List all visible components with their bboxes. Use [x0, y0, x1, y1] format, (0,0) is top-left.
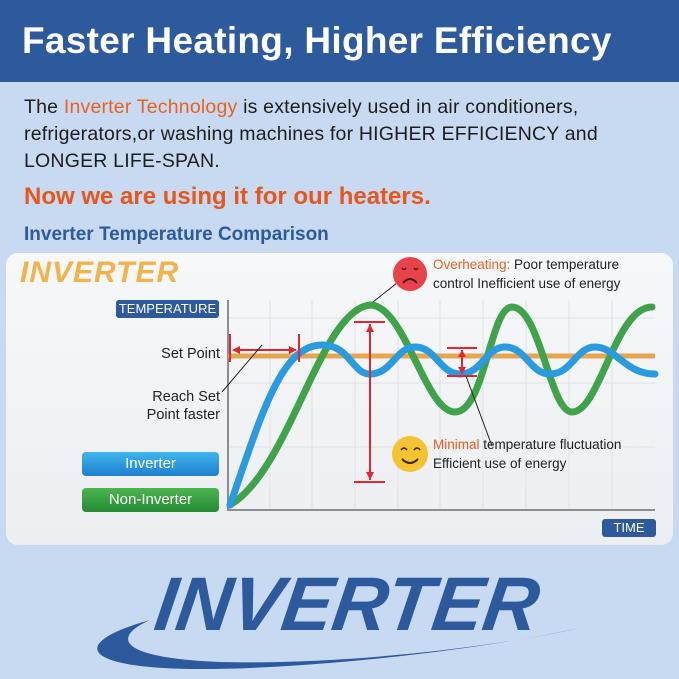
intro-suffix: is extensively used in air conditioners,… — [24, 96, 598, 172]
tagline: Now we are using it for our heaters. — [24, 183, 431, 210]
red-arrows — [229, 321, 477, 483]
grid — [228, 300, 655, 510]
overheating-highlight: Overheating: — [433, 257, 511, 272]
intro-prefix: The — [24, 96, 64, 118]
legend-inverter: Inverter — [82, 452, 219, 476]
non-inverter-curve — [226, 301, 656, 509]
reach-set-point-label-1: Reach Set — [152, 389, 220, 405]
minimal-highlight: Minimal — [433, 437, 480, 452]
legend-non-inverter: Non-Inverter — [82, 488, 219, 512]
leader-lines — [221, 282, 493, 447]
inverter-brand-logo: INVERTER — [97, 562, 580, 670]
time-axis-label: TIME — [602, 519, 656, 537]
set-point-label: Set Point — [161, 346, 220, 362]
intro-paragraph: The Inverter Technology is extensively u… — [24, 94, 674, 175]
brand-logo-text: INVERTER — [150, 562, 545, 647]
overheating-note: Overheating: Poor temperature control Ine… — [433, 255, 620, 293]
comparison-title: Inverter Temperature Comparison — [24, 224, 329, 245]
reach-set-point-label-2: Point faster — [146, 407, 220, 423]
overheating-text-2: control Inefficient use of energy — [433, 276, 621, 291]
sad-face-icon — [393, 257, 427, 291]
page-title: Faster Heating, Higher Efficiency — [0, 0, 679, 82]
minimal-text-1: temperature fluctuation — [479, 437, 622, 452]
temperature-axis-label: TEMPERATURE — [116, 300, 219, 318]
overheating-text-1: Poor temperature — [510, 257, 620, 272]
minimal-note: Minimal temperature fluctuation Efficient… — [433, 435, 621, 473]
inverter-curve — [226, 341, 659, 509]
axes — [227, 300, 655, 511]
smiley-face-icon — [392, 436, 428, 472]
minimal-text-2: Efficient use of energy — [433, 456, 567, 471]
intro-highlight: Inverter Technology — [63, 96, 238, 118]
inverter-logo-small: INVERTER — [20, 256, 180, 289]
